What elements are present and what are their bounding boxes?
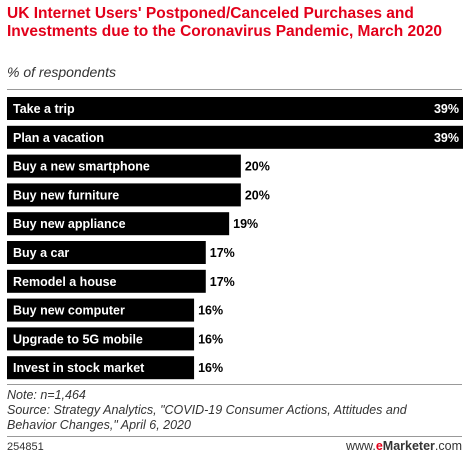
value-label: 39% bbox=[434, 131, 459, 145]
bar-group: Buy a car 17% bbox=[7, 241, 235, 264]
bottom-divider bbox=[7, 384, 462, 385]
category-label: Take a trip bbox=[13, 102, 75, 116]
value-label: 20% bbox=[245, 188, 270, 202]
bar-group: Buy new computer 16% bbox=[7, 298, 223, 322]
value-label: 39% bbox=[434, 102, 459, 116]
bar-group: Take a trip 39% bbox=[7, 97, 463, 120]
category-label: Buy a car bbox=[13, 246, 69, 260]
category-label: Buy new computer bbox=[13, 304, 125, 318]
note-text: Note: n=1,464 bbox=[7, 388, 86, 402]
bar bbox=[7, 327, 195, 351]
bar-group: Remodel a house 17% bbox=[7, 269, 235, 293]
bar bbox=[7, 356, 195, 380]
footer-divider bbox=[7, 436, 462, 437]
brand-suffix: .com bbox=[434, 439, 462, 453]
bar-group: Plan a vacation 39% bbox=[7, 125, 463, 149]
category-label: Buy a new smartphone bbox=[13, 160, 150, 174]
value-label: 17% bbox=[210, 275, 235, 289]
bar-group: Upgrade to 5G mobile 16% bbox=[7, 327, 223, 351]
bar bbox=[7, 269, 206, 293]
emarketer-logo[interactable]: www.eMarketer.com bbox=[346, 439, 462, 453]
bar bbox=[7, 125, 463, 149]
source-text-line1: Source: Strategy Analytics, "COVID-19 Co… bbox=[7, 403, 407, 417]
value-label: 16% bbox=[198, 304, 223, 318]
brand-name: Marketer bbox=[382, 439, 435, 453]
value-label: 19% bbox=[233, 217, 258, 231]
value-label: 20% bbox=[245, 160, 270, 174]
brand-e: e bbox=[375, 439, 383, 453]
bar-group: Invest in stock market 16% bbox=[7, 356, 223, 380]
chart-notes: Note: n=1,464 Source: Strategy Analytics… bbox=[7, 388, 465, 433]
value-label: 16% bbox=[198, 332, 223, 346]
chart-id: 254851 bbox=[7, 441, 44, 453]
bar-group: Buy a new smartphone 20% bbox=[7, 154, 270, 178]
category-label: Invest in stock market bbox=[13, 361, 145, 375]
value-label: 16% bbox=[198, 361, 223, 375]
bar-group: Buy new appliance 19% bbox=[7, 212, 258, 236]
bar-chart: Take a trip 39% Plan a vacation 39% Buy a ne… bbox=[7, 97, 463, 380]
bar bbox=[7, 97, 463, 120]
category-label: Upgrade to 5G mobile bbox=[13, 332, 143, 346]
category-label: Buy new appliance bbox=[13, 217, 126, 231]
top-divider bbox=[7, 89, 462, 90]
bar-group: Buy new furniture 20% bbox=[7, 183, 270, 207]
brand-prefix: www. bbox=[345, 439, 376, 453]
bar bbox=[7, 154, 241, 178]
chart-title: UK Internet Users' Postponed/Canceled Pu… bbox=[7, 5, 442, 40]
value-label: 17% bbox=[210, 246, 235, 260]
source-text-line2: Behavior Changes," April 6, 2020 bbox=[7, 418, 191, 432]
bar bbox=[7, 241, 206, 264]
category-label: Buy new furniture bbox=[13, 188, 119, 202]
bar bbox=[7, 183, 241, 207]
bar bbox=[7, 298, 195, 322]
category-label: Remodel a house bbox=[13, 275, 117, 289]
chart-subtitle: % of respondents bbox=[7, 64, 116, 80]
category-label: Plan a vacation bbox=[13, 131, 104, 145]
bar bbox=[7, 212, 230, 236]
